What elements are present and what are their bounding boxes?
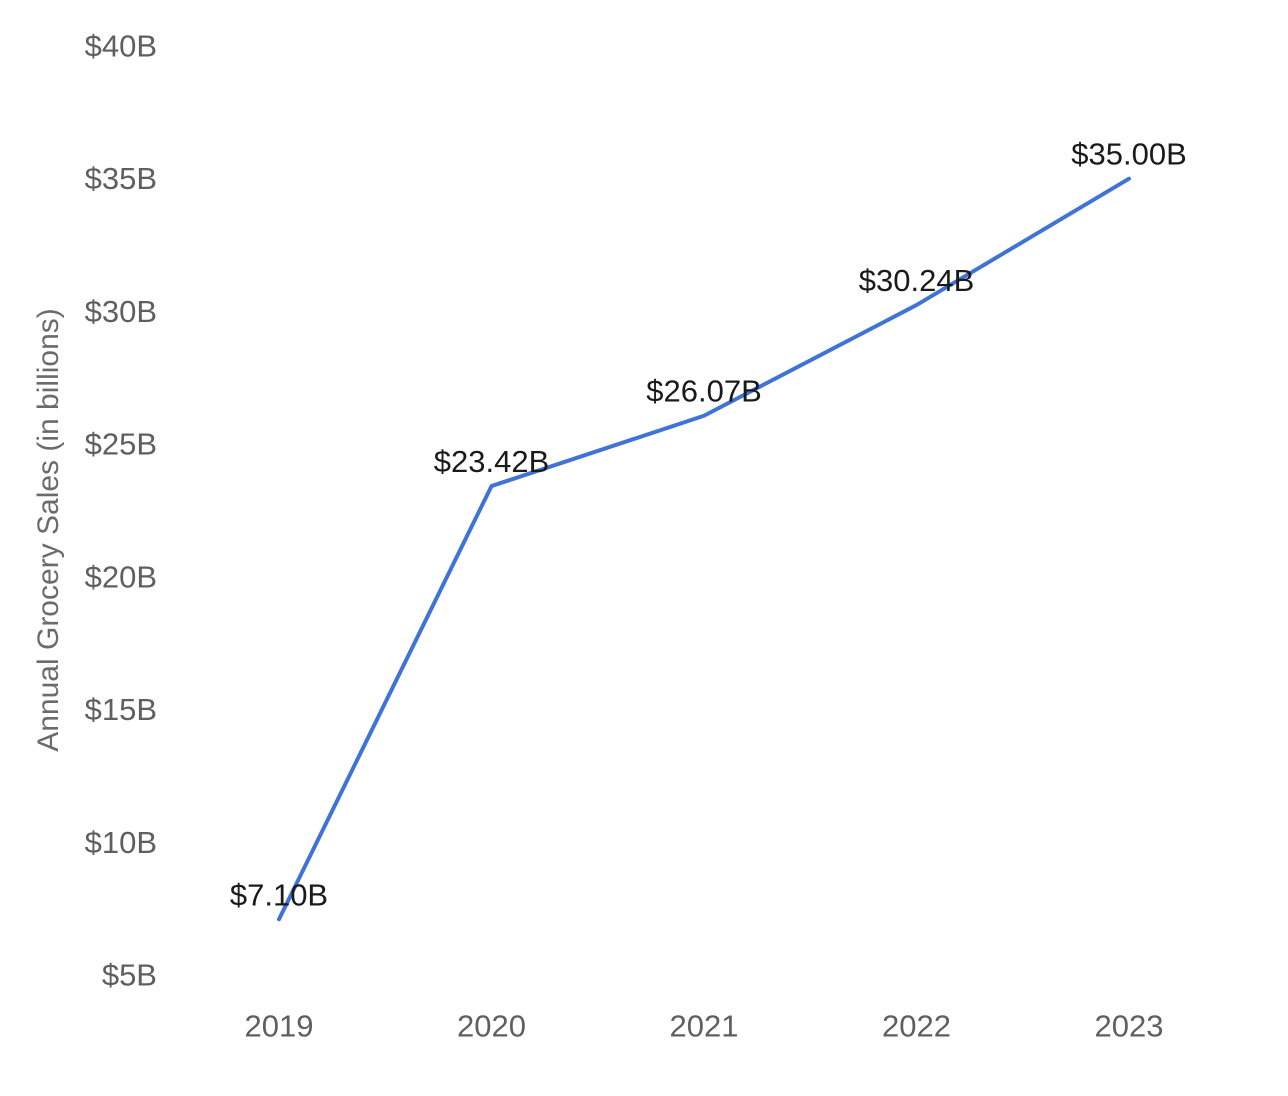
x-tick-label: 2021: [670, 1009, 739, 1044]
y-axis-title: Annual Grocery Sales (in billions): [32, 308, 65, 752]
x-tick-label: 2019: [245, 1009, 314, 1044]
y-tick-label: $25B: [85, 427, 157, 462]
data-label: $30.24B: [859, 263, 975, 298]
y-axis-ticks: $5B $10B $15B $20B $25B $30B $35B $40B: [85, 29, 157, 993]
y-tick-label: $10B: [85, 825, 157, 860]
y-tick-label: $20B: [85, 559, 157, 594]
x-tick-label: 2023: [1095, 1009, 1164, 1044]
y-tick-label: $40B: [85, 29, 157, 64]
y-axis-title-group: Annual Grocery Sales (in billions): [32, 308, 65, 752]
y-tick-label: $30B: [85, 294, 157, 329]
data-label: $26.07B: [646, 374, 762, 409]
series-group: [277, 176, 1131, 922]
x-axis-ticks: 2019 2020 2021 2022 2023: [245, 1009, 1164, 1044]
data-label: $23.42B: [434, 444, 550, 479]
data-labels-group: $7.10B $23.42B $26.07B $30.24B $35.00B: [230, 137, 1187, 913]
data-label: $35.00B: [1071, 137, 1187, 172]
data-label: $7.10B: [230, 877, 328, 912]
y-tick-label: $15B: [85, 692, 157, 727]
series-line: [277, 176, 1131, 922]
y-tick-label: $35B: [85, 161, 157, 196]
x-tick-label: 2020: [457, 1009, 526, 1044]
x-tick-label: 2022: [882, 1009, 951, 1044]
y-tick-label: $5B: [102, 958, 157, 993]
